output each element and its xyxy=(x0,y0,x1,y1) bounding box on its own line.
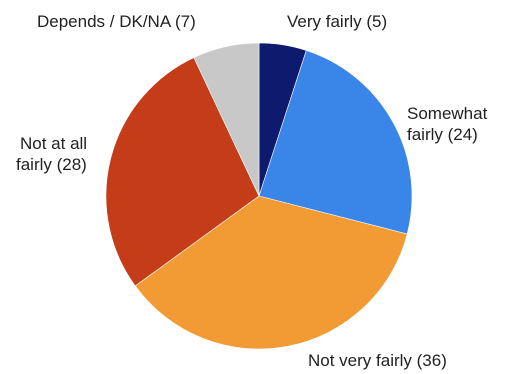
pie-slice-not-at-all-fairly-28 xyxy=(105,57,260,287)
pie-slice-not-very-fairly-36 xyxy=(134,195,408,350)
label-not-at-all-fairly-line1: Not at all xyxy=(20,134,87,153)
label-not-at-all-fairly-line2: fairly (28) xyxy=(16,155,87,174)
label-somewhat-fairly-line1: Somewhat xyxy=(407,104,488,123)
label-not-very-fairly: Not very fairly (36) xyxy=(308,351,447,370)
pie-slice-somewhat-fairly-24 xyxy=(258,50,413,235)
label-depends-dk-na: Depends / DK/NA (7) xyxy=(37,12,196,31)
pie-slices xyxy=(105,42,413,350)
pie-slice-depends-dk-na-7 xyxy=(193,42,260,197)
label-somewhat-fairly-line2: fairly (24) xyxy=(407,125,478,144)
label-very-fairly: Very fairly (5) xyxy=(287,12,387,31)
